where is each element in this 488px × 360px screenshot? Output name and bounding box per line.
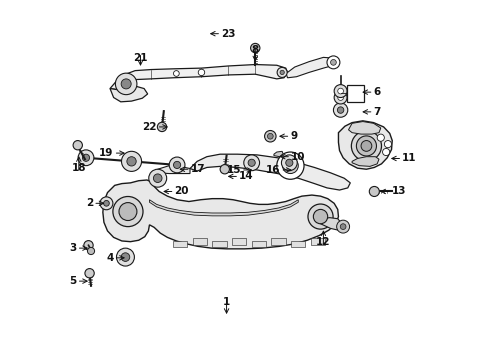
Circle shape — [116, 248, 134, 266]
Circle shape — [244, 155, 259, 171]
Circle shape — [356, 136, 376, 156]
Circle shape — [119, 203, 137, 221]
Circle shape — [330, 59, 336, 65]
Polygon shape — [190, 154, 349, 190]
Circle shape — [121, 151, 142, 171]
Text: 15: 15 — [226, 165, 241, 175]
Text: 2: 2 — [86, 198, 93, 208]
Circle shape — [337, 107, 343, 113]
Circle shape — [368, 186, 379, 197]
Circle shape — [360, 140, 371, 151]
Circle shape — [326, 56, 339, 69]
Circle shape — [83, 240, 93, 250]
Circle shape — [126, 157, 136, 166]
Text: 13: 13 — [391, 186, 405, 197]
Text: 22: 22 — [142, 122, 156, 132]
Circle shape — [85, 269, 94, 278]
Polygon shape — [320, 218, 341, 230]
Circle shape — [220, 165, 229, 174]
Circle shape — [337, 95, 343, 100]
Circle shape — [78, 150, 94, 166]
Circle shape — [282, 158, 298, 174]
Circle shape — [313, 210, 327, 224]
Polygon shape — [149, 200, 298, 216]
Bar — [346, 85, 363, 102]
Circle shape — [113, 197, 142, 226]
Polygon shape — [102, 180, 338, 249]
Polygon shape — [285, 57, 333, 78]
Polygon shape — [348, 122, 380, 134]
Circle shape — [121, 253, 129, 261]
Circle shape — [277, 67, 286, 77]
Text: 9: 9 — [290, 131, 297, 141]
Text: 7: 7 — [373, 107, 380, 117]
Text: 16: 16 — [265, 165, 280, 175]
Text: 23: 23 — [221, 29, 235, 39]
Circle shape — [351, 131, 381, 161]
Bar — [172, 241, 187, 247]
Circle shape — [87, 247, 94, 255]
Polygon shape — [110, 86, 147, 102]
Circle shape — [376, 134, 384, 141]
Bar — [290, 241, 305, 247]
Bar — [310, 238, 325, 244]
Circle shape — [382, 148, 389, 156]
Text: 8: 8 — [251, 45, 258, 55]
Circle shape — [307, 204, 332, 229]
Text: 3: 3 — [69, 243, 77, 253]
Circle shape — [153, 174, 162, 183]
Circle shape — [285, 159, 292, 166]
Text: 19: 19 — [99, 148, 113, 158]
Bar — [271, 238, 285, 244]
Circle shape — [280, 70, 284, 75]
Circle shape — [103, 201, 109, 206]
Circle shape — [198, 69, 204, 76]
Text: 20: 20 — [174, 186, 189, 197]
Text: 12: 12 — [316, 237, 330, 247]
Circle shape — [173, 161, 180, 168]
Text: 11: 11 — [402, 153, 416, 163]
Circle shape — [148, 169, 166, 187]
Circle shape — [340, 224, 346, 229]
Bar — [231, 238, 246, 244]
Circle shape — [336, 220, 349, 233]
Circle shape — [82, 154, 89, 161]
Bar — [192, 238, 206, 244]
Circle shape — [384, 140, 391, 148]
Circle shape — [121, 79, 131, 89]
Circle shape — [157, 122, 166, 132]
Text: 17: 17 — [190, 164, 205, 174]
Circle shape — [337, 88, 343, 94]
Circle shape — [115, 73, 137, 95]
Polygon shape — [351, 157, 378, 166]
Circle shape — [73, 140, 82, 150]
Circle shape — [333, 91, 346, 104]
Bar — [212, 241, 226, 247]
Text: 5: 5 — [69, 276, 77, 286]
Circle shape — [267, 134, 273, 139]
Circle shape — [169, 157, 184, 173]
Circle shape — [276, 152, 304, 179]
Circle shape — [173, 71, 179, 76]
Circle shape — [264, 131, 276, 142]
Text: 1: 1 — [223, 297, 230, 307]
Polygon shape — [338, 121, 391, 169]
Text: 14: 14 — [239, 171, 253, 181]
Text: 4: 4 — [106, 253, 113, 263]
Circle shape — [100, 197, 113, 210]
Text: 10: 10 — [290, 152, 305, 162]
Circle shape — [281, 155, 297, 171]
Circle shape — [250, 43, 260, 53]
Circle shape — [247, 159, 255, 166]
Text: 21: 21 — [133, 53, 147, 63]
Circle shape — [333, 103, 347, 117]
Text: 6: 6 — [373, 87, 380, 97]
Polygon shape — [158, 166, 190, 174]
Bar — [251, 241, 265, 247]
Circle shape — [333, 85, 346, 98]
Polygon shape — [273, 151, 283, 157]
Text: 18: 18 — [71, 163, 86, 173]
Polygon shape — [110, 64, 287, 90]
